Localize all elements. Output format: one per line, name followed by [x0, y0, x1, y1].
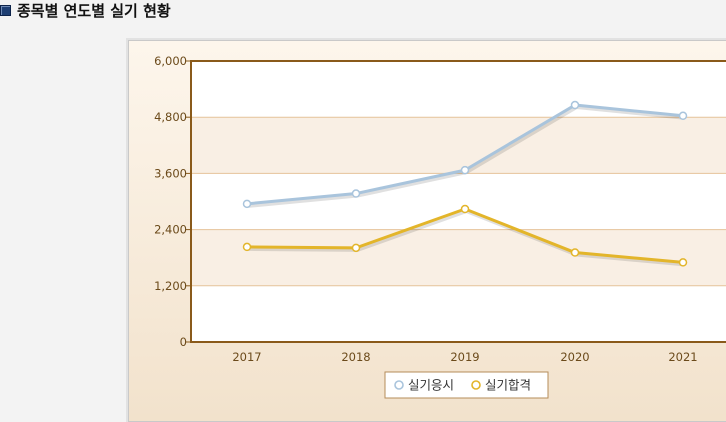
data-point	[460, 204, 470, 214]
x-tick-label: 2019	[450, 350, 479, 364]
plot-band	[191, 285, 726, 342]
legend: 실기응시 실기합격	[384, 371, 549, 399]
y-tick-label: 0	[180, 335, 187, 349]
x-tick-label: 2017	[232, 350, 261, 364]
grid-lines	[191, 116, 726, 287]
x-tick-label: 2021	[668, 350, 697, 364]
y-tick-label: 1,200	[154, 279, 187, 293]
y-tick-label: 4,800	[154, 110, 187, 124]
x-tick-label: 2018	[341, 350, 370, 364]
y-axis-ticks: 0 1,200 2,400 3,600 4,800 6,000	[154, 54, 191, 349]
y-tick-label: 3,600	[154, 166, 187, 180]
legend-label: 실기응시	[408, 378, 454, 393]
data-point	[678, 111, 688, 121]
plot-band	[191, 61, 726, 118]
y-tick-label: 2,400	[154, 223, 187, 237]
legend-box	[384, 371, 549, 399]
legend-marker	[394, 380, 404, 390]
y-tick-label: 6,000	[154, 54, 187, 68]
page-heading: 종목별 연도별 실기 현황	[0, 0, 171, 20]
square-bullet-icon	[0, 4, 11, 16]
data-point	[678, 258, 688, 267]
legend-marker	[471, 380, 481, 390]
x-axis-ticks: 2017 2018 2019 2020 2021	[232, 350, 697, 364]
data-point	[570, 100, 580, 110]
data-point	[242, 199, 252, 209]
data-point	[351, 189, 361, 198]
data-point	[242, 242, 252, 252]
legend-label: 실기합격	[485, 378, 531, 393]
page-title: 종목별 연도별 실기 현황	[17, 1, 171, 20]
data-point	[351, 243, 361, 253]
series-lines	[242, 100, 688, 267]
plot-band	[191, 117, 726, 174]
x-tick-label: 2020	[560, 350, 589, 364]
data-point	[460, 165, 470, 175]
data-point	[570, 248, 580, 257]
plot-border	[190, 60, 726, 343]
